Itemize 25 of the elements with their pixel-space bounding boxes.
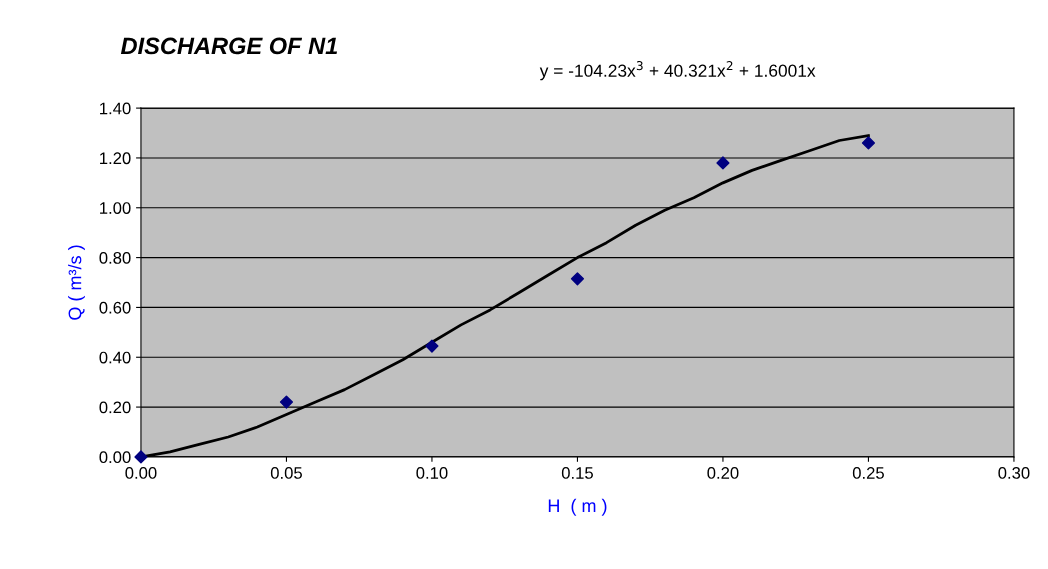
y-tick-label: 0.60 xyxy=(99,301,131,314)
x-tick-label: 0.30 xyxy=(998,467,1030,479)
x-tick-label: 0.25 xyxy=(852,467,884,479)
point xyxy=(425,339,439,353)
y-tick-label: 1.00 xyxy=(100,202,131,214)
y-tick-label: 1.20 xyxy=(100,152,131,165)
point xyxy=(134,450,148,464)
y-tick-label: 0.20 xyxy=(99,401,131,414)
point xyxy=(861,136,876,150)
point xyxy=(716,156,730,170)
x-tick-label: 0.05 xyxy=(270,467,302,479)
y-axis-title: Q ( m³/s ) xyxy=(68,245,85,320)
y-tick-label: 1.40 xyxy=(100,102,131,115)
x-axis-title: H ( m ) xyxy=(548,498,607,516)
y-tick-label: 0.40 xyxy=(99,351,131,364)
chart-title: DISCHARGE OF N1 xyxy=(120,37,338,55)
point xyxy=(570,272,585,286)
text: y = -104.23x$^{3}$ + 40.321x$^{2}$ + 1.6001x xyxy=(539,61,816,81)
x-tick-label: 0.20 xyxy=(707,467,739,479)
y-tick-label: 0.00 xyxy=(99,451,131,464)
x-tick-label: 0.10 xyxy=(416,467,448,479)
x-tick-label: 0.00 xyxy=(125,467,157,479)
y-tick-label: 0.80 xyxy=(99,252,131,264)
point xyxy=(279,395,294,409)
x-tick-label: 0.15 xyxy=(561,467,593,479)
